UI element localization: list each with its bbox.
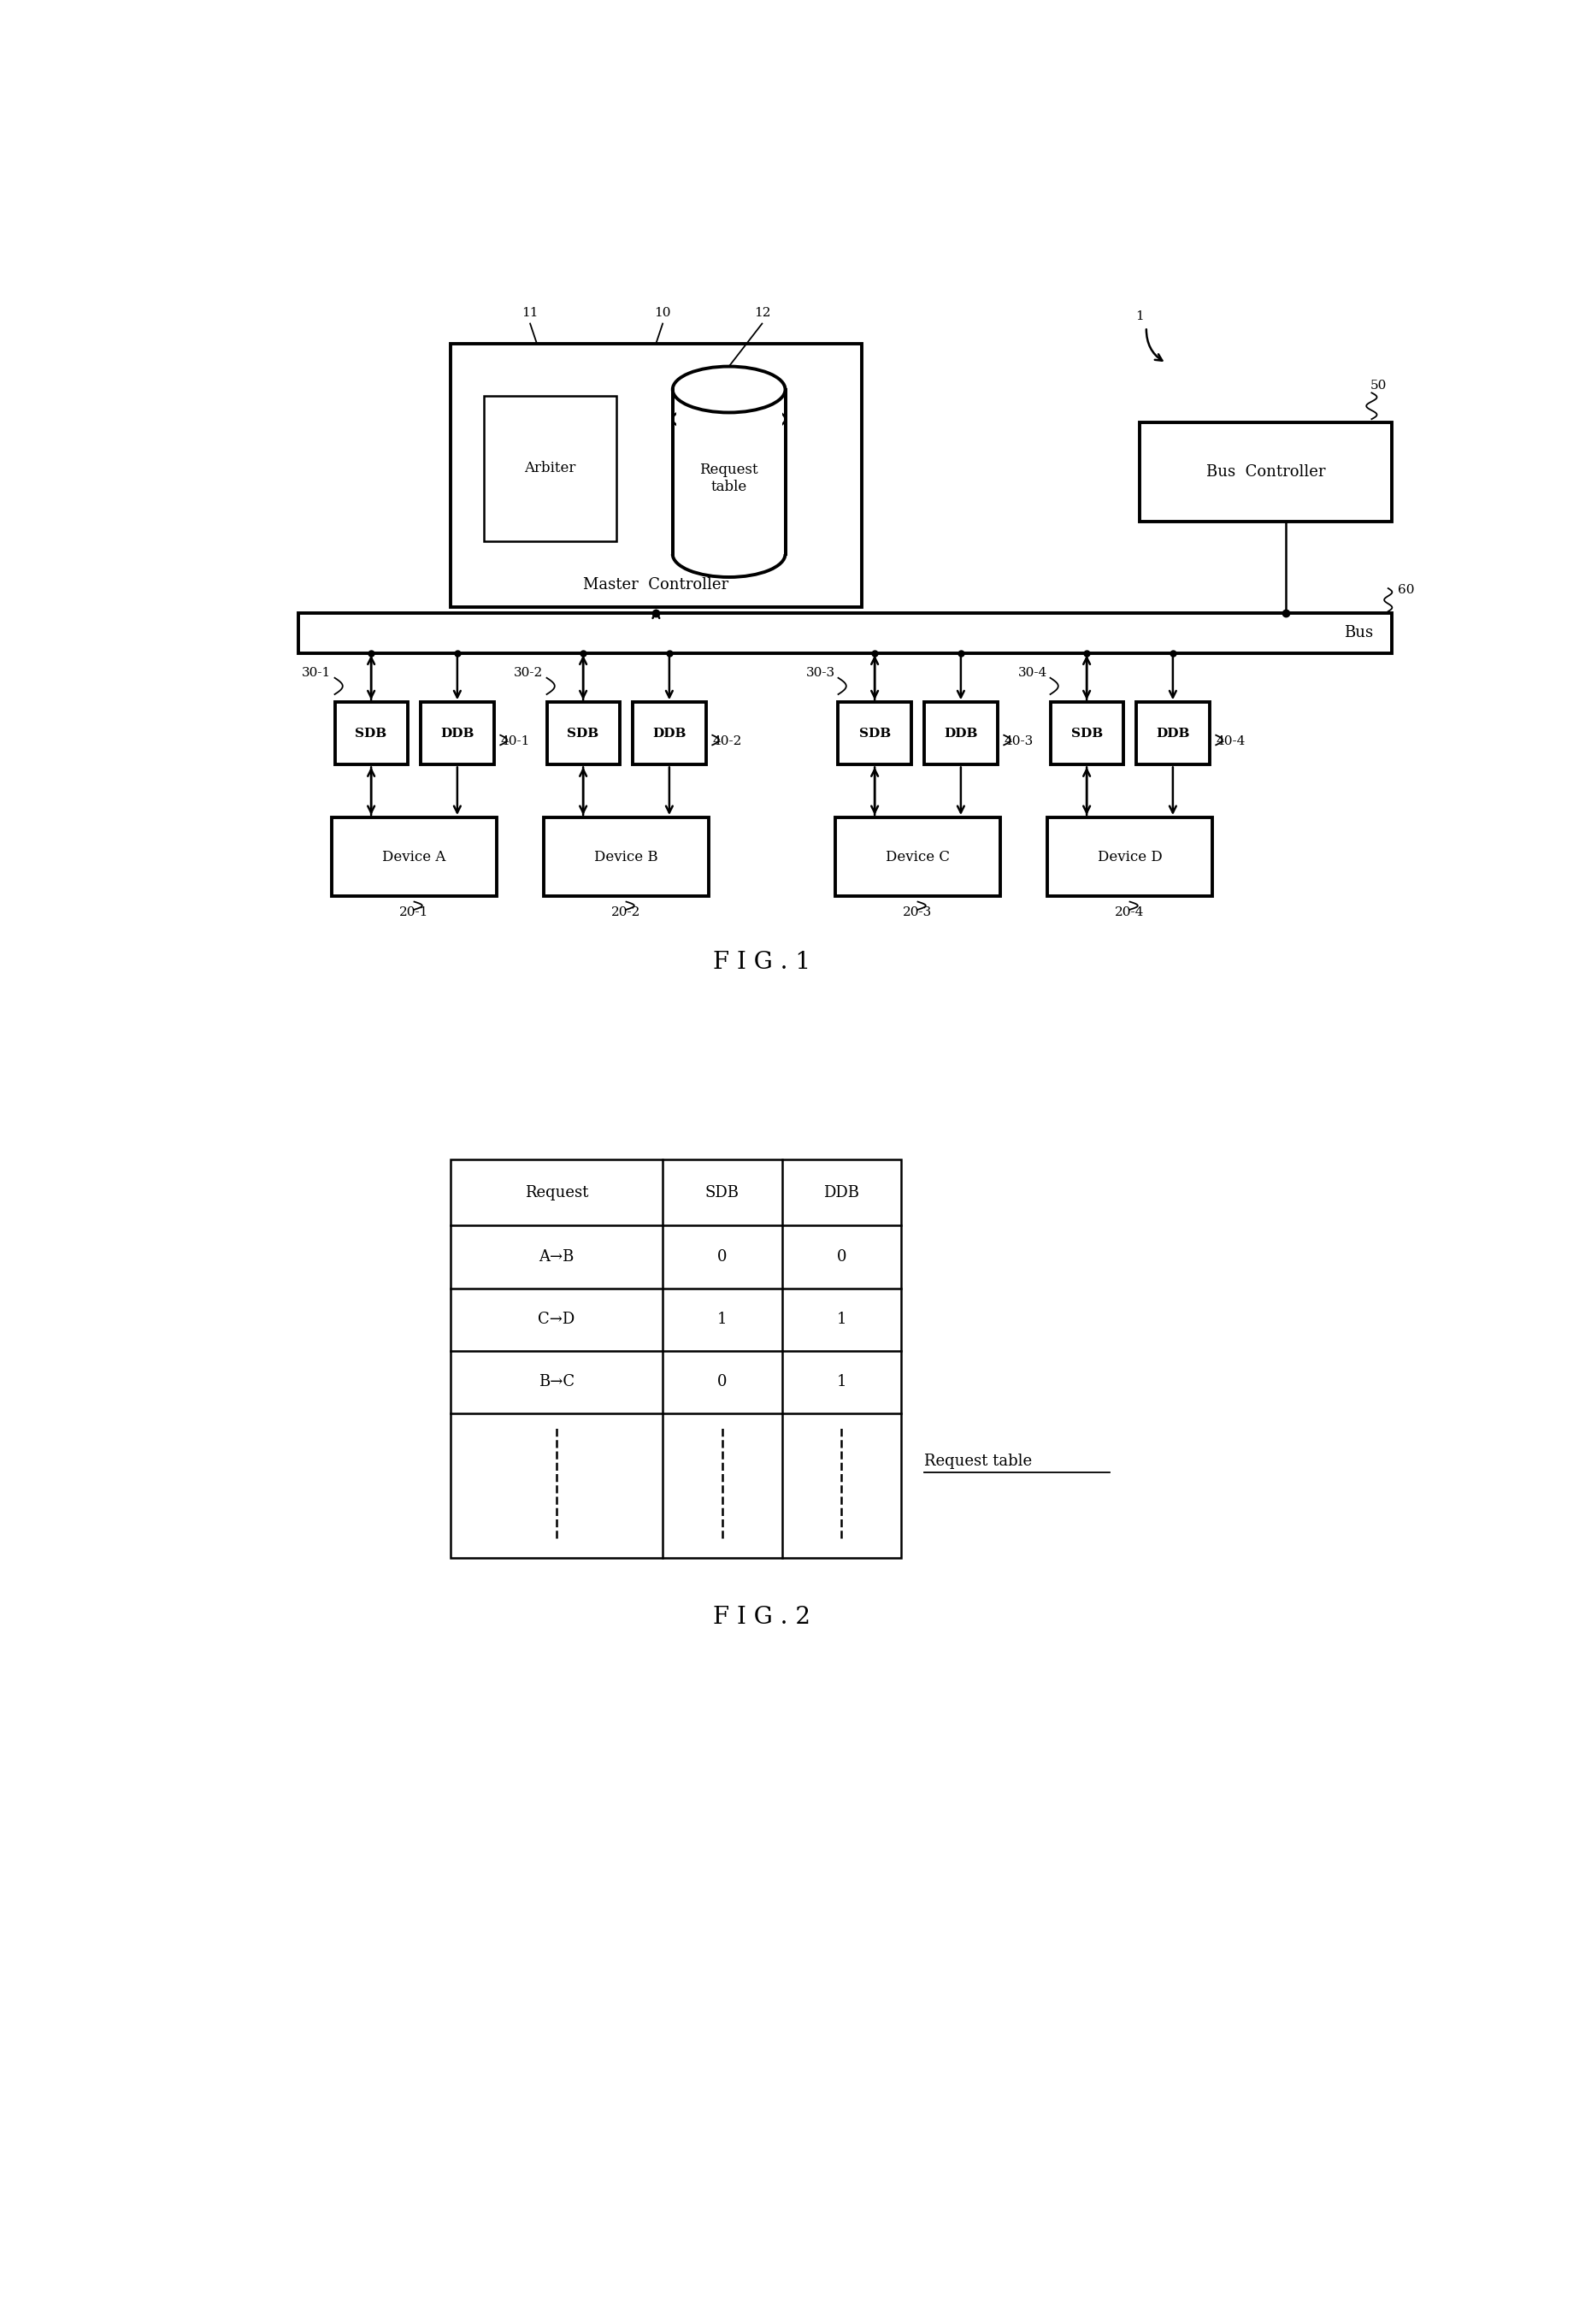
Bar	[924, 702, 998, 765]
Text: 0: 0	[718, 1250, 727, 1264]
Text: SDB: SDB	[568, 727, 600, 739]
Bar	[1047, 818, 1212, 897]
Bar	[450, 1160, 901, 1557]
Text: Request: Request	[525, 1185, 589, 1202]
Bar	[1139, 423, 1392, 521]
Text: Arbiter: Arbiter	[523, 460, 576, 476]
Bar	[547, 702, 619, 765]
Text: DDB: DDB	[652, 727, 686, 739]
Text: 30-2: 30-2	[514, 667, 544, 679]
Bar	[450, 344, 861, 607]
Bar	[838, 702, 912, 765]
Bar	[298, 614, 1392, 653]
Text: C→D: C→D	[538, 1311, 574, 1327]
Text: F I G . 1: F I G . 1	[713, 951, 811, 974]
Text: Request table: Request table	[924, 1455, 1033, 1469]
Text: SDB: SDB	[355, 727, 387, 739]
Text: SDB: SDB	[859, 727, 891, 739]
Text: 30-1: 30-1	[302, 667, 331, 679]
Bar	[544, 818, 710, 897]
Text: 60: 60	[1398, 583, 1414, 595]
Bar	[484, 395, 616, 541]
Text: 30-4: 30-4	[1018, 667, 1047, 679]
Text: 10: 10	[654, 307, 671, 318]
Bar	[835, 818, 1001, 897]
Text: 11: 11	[522, 307, 538, 318]
Text: 12: 12	[754, 307, 770, 318]
Text: 40-2: 40-2	[713, 737, 741, 748]
Text: DDB: DDB	[1157, 727, 1190, 739]
Text: Bus  Controller: Bus Controller	[1206, 465, 1325, 479]
Bar	[633, 702, 706, 765]
Text: 20-1: 20-1	[399, 906, 430, 918]
Bar	[331, 818, 496, 897]
Text: SDB: SDB	[1071, 727, 1103, 739]
Text: Device D: Device D	[1098, 851, 1161, 865]
Text: Request
table: Request table	[700, 462, 759, 495]
Text: 20-3: 20-3	[904, 906, 932, 918]
Text: DDB: DDB	[824, 1185, 859, 1202]
Text: 40-3: 40-3	[1004, 737, 1033, 748]
Text: DDB: DDB	[441, 727, 474, 739]
Text: Device C: Device C	[886, 851, 950, 865]
Text: Master  Controller: Master Controller	[584, 576, 729, 593]
Text: 0: 0	[718, 1373, 727, 1390]
Text: B→C: B→C	[539, 1373, 574, 1390]
Text: Device A: Device A	[382, 851, 445, 865]
Text: 50: 50	[1370, 379, 1386, 390]
Ellipse shape	[673, 367, 786, 414]
Text: 1: 1	[837, 1373, 846, 1390]
Text: 1: 1	[1136, 311, 1144, 323]
Bar	[334, 702, 407, 765]
Text: F I G . 2: F I G . 2	[713, 1606, 811, 1629]
Bar	[1050, 702, 1123, 765]
Text: SDB: SDB	[705, 1185, 740, 1202]
Text: 0: 0	[837, 1250, 846, 1264]
Text: 1: 1	[837, 1311, 846, 1327]
Text: Bus: Bus	[1344, 625, 1373, 641]
Bar	[422, 702, 493, 765]
Text: 20-4: 20-4	[1115, 906, 1144, 918]
Text: DDB: DDB	[943, 727, 978, 739]
Bar	[1136, 702, 1209, 765]
Bar	[676, 390, 781, 553]
Text: 1: 1	[718, 1311, 727, 1327]
Text: 40-4: 40-4	[1216, 737, 1246, 748]
Text: 40-1: 40-1	[500, 737, 530, 748]
Text: 20-2: 20-2	[611, 906, 641, 918]
Ellipse shape	[673, 402, 786, 435]
Text: Device B: Device B	[595, 851, 659, 865]
Text: 30-3: 30-3	[805, 667, 835, 679]
Text: A→B: A→B	[539, 1250, 574, 1264]
